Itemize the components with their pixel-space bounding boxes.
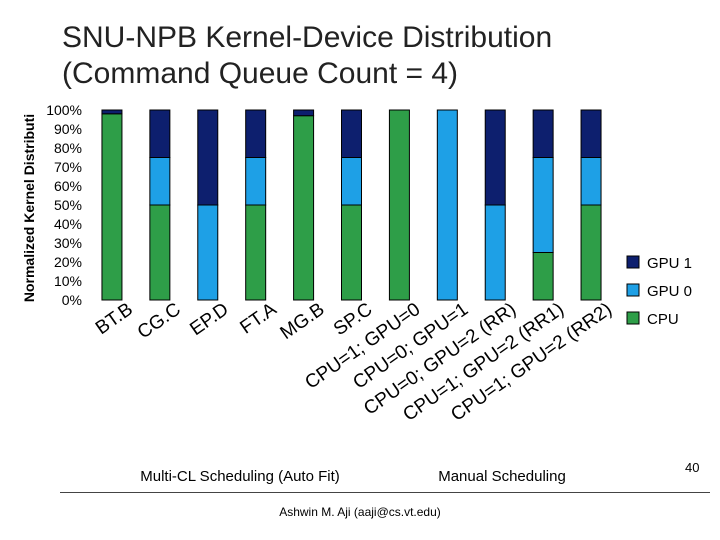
bar-segment-gpu-0: [532, 157, 554, 253]
bar-segment-gpu-0: [484, 204, 506, 301]
bar-segment-gpu-0: [341, 157, 362, 206]
bar-segment-gpu-1: [149, 109, 171, 158]
bar-segment-gpu-1: [101, 109, 123, 115]
x-tick-label: FT.A: [237, 299, 281, 339]
y-axis-label: Normalized Kernel Distributi: [21, 114, 37, 302]
y-tick-label: 90%: [54, 121, 82, 137]
bar-segment-cpu: [101, 113, 123, 301]
title-line-1: SNU-NPB Kernel-Device Distribution: [62, 21, 553, 54]
bar-segment-gpu-0: [245, 157, 267, 206]
x-tick-label: EP.D: [186, 299, 232, 340]
legend-swatch: [626, 255, 640, 269]
bar-segment-gpu-1: [197, 109, 219, 206]
page-number: 40: [685, 460, 700, 475]
y-tick-label: 60%: [54, 178, 82, 194]
y-tick-label: 10%: [54, 273, 82, 289]
bar-segment-cpu: [341, 204, 362, 301]
bar-segment-cpu: [388, 109, 410, 301]
bar-segment-gpu-1: [293, 109, 315, 117]
y-tick-label: 50%: [54, 197, 82, 213]
y-tick-label: 100%: [46, 102, 82, 118]
bar-segment-cpu: [532, 252, 554, 301]
x-tick-label: BT.B: [92, 299, 137, 339]
bar-segment-gpu-1: [532, 109, 554, 158]
bar-segment-cpu: [293, 115, 315, 301]
slide-title: SNU-NPB Kernel-Device Distribution (Comm…: [62, 20, 552, 92]
bar-segment-cpu: [245, 204, 267, 301]
bar-segment-gpu-0: [149, 157, 171, 206]
y-tick-label: 80%: [54, 140, 82, 156]
x-tick-label: MG.B: [277, 299, 329, 344]
y-tick-label: 30%: [54, 235, 82, 251]
bar-segment-gpu-0: [436, 109, 458, 301]
bar-segment-gpu-0: [197, 204, 219, 301]
footer-divider: [60, 492, 710, 493]
bar-segment-gpu-1: [245, 109, 267, 158]
bar-segment-cpu: [580, 204, 602, 301]
legend-label: GPU 0: [647, 283, 692, 300]
bar-segment-cpu: [149, 204, 171, 301]
title-line-2: (Command Queue Count = 4): [62, 57, 459, 90]
group-label: Multi-CL Scheduling (Auto Fit): [140, 468, 340, 485]
legend-swatch: [626, 311, 640, 325]
legend-swatch: [626, 283, 640, 297]
legend-label: CPU: [647, 311, 679, 328]
bar-segment-gpu-0: [580, 157, 602, 206]
group-label: Manual Scheduling: [438, 468, 566, 485]
x-tick-label: CG.C: [134, 299, 185, 343]
y-tick-label: 70%: [54, 159, 82, 175]
author-credit: Ashwin M. Aji (aaji@cs.vt.edu): [279, 505, 441, 519]
y-tick-label: 0%: [62, 292, 82, 308]
bar-segment-gpu-1: [580, 109, 602, 158]
y-tick-label: 40%: [54, 216, 82, 232]
y-tick-label: 20%: [54, 254, 82, 270]
bar-segment-gpu-1: [484, 109, 506, 206]
bar-segment-gpu-1: [341, 109, 362, 158]
legend-label: GPU 1: [647, 255, 692, 272]
